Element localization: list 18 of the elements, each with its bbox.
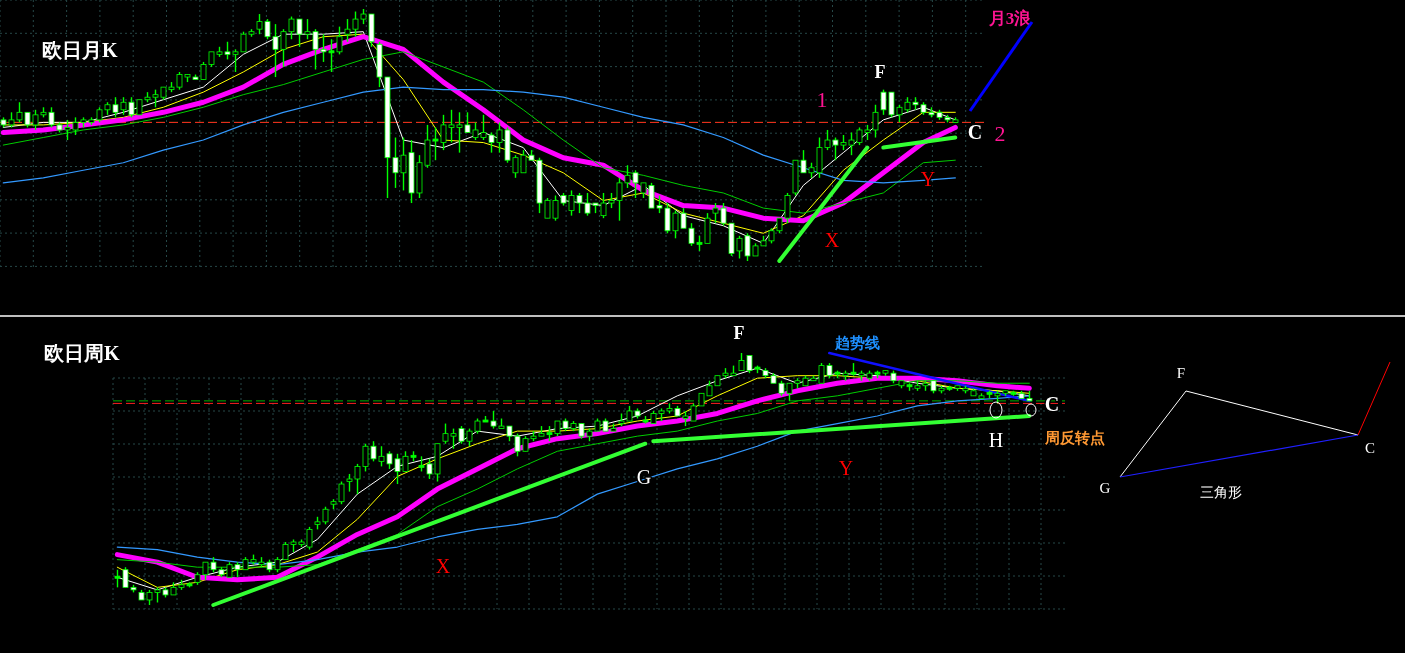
text: F: [1176, 365, 1186, 381]
text: G: [1099, 480, 1111, 496]
annotation: 1: [816, 87, 828, 112]
text: C: [1364, 440, 1376, 456]
text: 周反转点: [1044, 430, 1105, 446]
text: F: [733, 323, 745, 343]
text: 三角形: [1200, 485, 1242, 500]
text: 趋势线: [833, 335, 880, 351]
annotation: F: [874, 62, 886, 82]
text: 2: [994, 121, 1006, 146]
annotation: X: [824, 229, 840, 251]
text: C: [967, 121, 983, 143]
annotation: Y: [838, 457, 854, 479]
annotation: H: [988, 429, 1004, 451]
chart-title: 欧日周K: [44, 342, 120, 364]
text: 欧日月K: [42, 39, 118, 61]
text: 月3浪: [987, 9, 1033, 28]
annotation: X: [435, 555, 451, 577]
